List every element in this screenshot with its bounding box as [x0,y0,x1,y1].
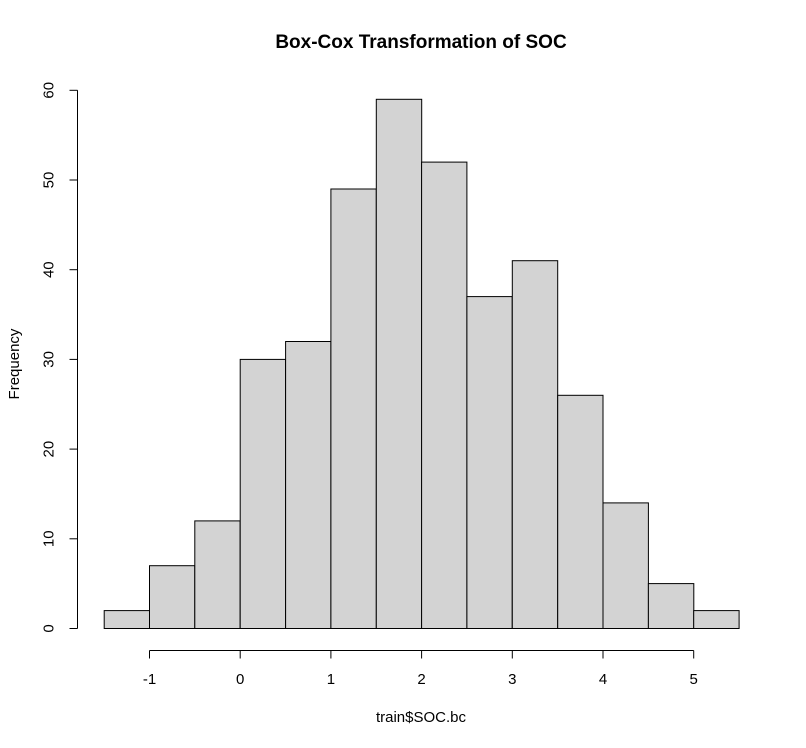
y-tick-label-6: 60 [41,82,58,99]
chart-title: Box-Cox Transformation of SOC [275,32,567,53]
x-tick-label-4: 3 [508,671,516,688]
histogram-bars [103,98,740,630]
y-tick-label-5: 50 [41,172,58,189]
histogram-bar-0 [103,610,150,629]
y-tick-label-0: 0 [41,624,58,632]
histogram-bar-3 [239,358,287,629]
x-tick-label-0: -1 [143,671,156,688]
histogram-bar-11 [602,502,649,629]
y-tick-label-4: 40 [41,261,58,278]
histogram-bar-13 [693,610,740,629]
histogram-bar-8 [466,296,513,629]
histogram-bar-9 [511,260,559,629]
histogram-bar-10 [557,394,604,629]
histogram-bar-2 [194,520,241,630]
histogram-bar-4 [285,341,332,629]
x-tick-label-6: 5 [690,671,698,688]
x-axis-label: train$SOC.bc [376,709,467,726]
histogram-bar-1 [149,565,196,630]
x-tick-label-5: 4 [599,671,607,688]
y-tick-label-3: 30 [41,351,58,368]
histogram-bar-5 [330,188,377,629]
x-tick-label-3: 2 [417,671,425,688]
y-axis: 0 10 20 30 40 50 60 [41,82,78,633]
x-tick-label-2: 1 [327,671,335,688]
x-tick-label-1: 0 [236,671,244,688]
y-axis-label: Frequency [6,328,23,399]
histogram-bar-7 [421,161,468,629]
y-tick-label-2: 20 [41,441,58,458]
y-tick-label-1: 10 [41,530,58,547]
histogram-bar-6 [375,98,423,630]
x-axis: -1 0 1 2 3 4 5 [143,650,698,688]
histogram-bar-12 [647,583,695,629]
